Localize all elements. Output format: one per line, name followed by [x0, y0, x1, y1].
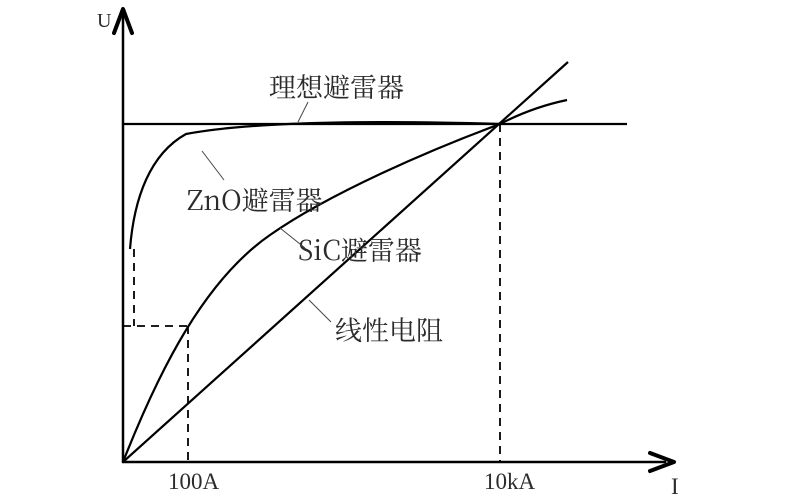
svg-text:理想避雷器: 理想避雷器: [269, 66, 404, 105]
svg-text:100A: 100A: [168, 469, 220, 494]
svg-text:线性电阻: 线性电阻: [335, 309, 443, 348]
svg-text:SiC避雷器: SiC避雷器: [298, 229, 422, 268]
svg-text:ZnO避雷器: ZnO避雷器: [187, 179, 323, 218]
svg-text:I: I: [671, 474, 679, 499]
svg-text:U: U: [97, 10, 112, 32]
svg-text:10kA: 10kA: [484, 469, 536, 494]
